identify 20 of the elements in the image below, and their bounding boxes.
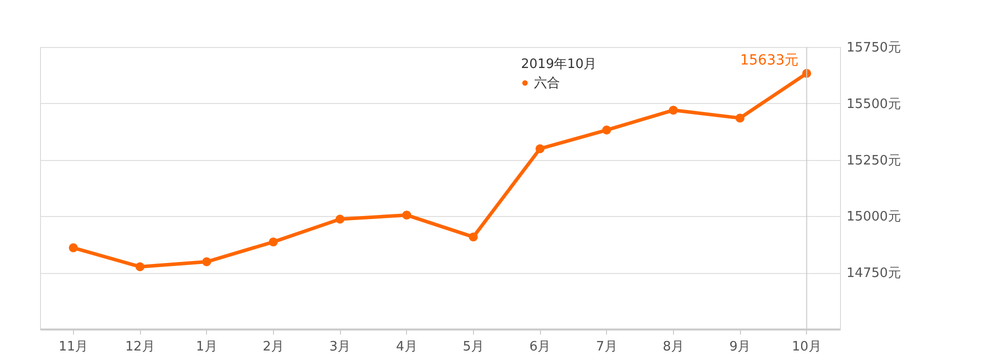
x-tick-label: 1月: [196, 340, 218, 354]
x-tick-label: 8月: [662, 340, 684, 354]
y-tick-label: 15250元: [846, 153, 901, 168]
x-tick-label: 9月: [729, 340, 751, 354]
x-tick-label: 11月: [58, 340, 88, 354]
x-tick-label: 2月: [262, 340, 284, 354]
x-tick-label: 6月: [529, 340, 551, 354]
x-tick-label: 12月: [125, 340, 155, 354]
x-tick-label: 5月: [462, 340, 484, 354]
x-tick-label: 4月: [396, 340, 418, 354]
y-tick-label: 15500元: [846, 96, 901, 112]
x-tick-label: 10月: [792, 340, 822, 354]
y-tick-label: 15000元: [846, 210, 901, 225]
annotation: 2019年10月: [521, 57, 597, 72]
y-tick-label: 15750元: [846, 40, 901, 56]
y-tick-label: 14750元: [846, 266, 901, 282]
x-tick-label: 3月: [329, 340, 351, 354]
x-tick-label: 7月: [596, 340, 618, 354]
data-label: 15633元: [740, 52, 799, 68]
legend-label: 六合: [534, 76, 560, 91]
